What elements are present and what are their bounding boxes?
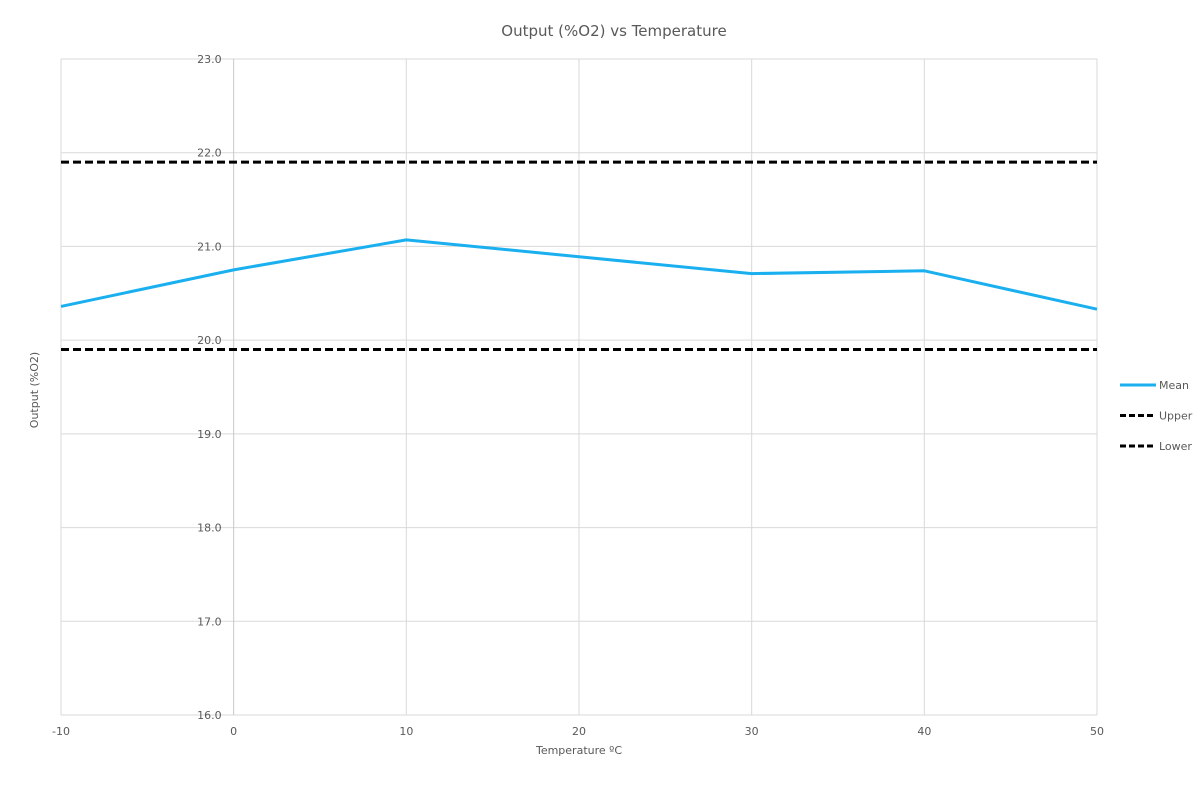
y-tick-labels: 16.0 17.0 18.0 19.0 20.0 21.0 22.0 23.0: [197, 53, 222, 722]
y-tick-label: 23.0: [197, 53, 222, 66]
grid: [60, 58, 1098, 716]
y-tick-label: 22.0: [197, 147, 222, 160]
x-tick-label: 30: [745, 725, 759, 738]
x-tick-label: 20: [572, 725, 586, 738]
x-tick-label: 10: [399, 725, 413, 738]
x-tick-label: 40: [917, 725, 931, 738]
x-axis-label: Temperature ºC: [535, 744, 622, 757]
y-tick-label: 21.0: [197, 240, 222, 253]
y-tick-label: 18.0: [197, 522, 222, 535]
legend-label-mean: Mean: [1159, 379, 1189, 392]
y-tick-label: 16.0: [197, 709, 222, 722]
chart-title: Output (%O2) vs Temperature: [501, 22, 726, 40]
x-tick-label: 50: [1090, 725, 1104, 738]
x-tick-label: -10: [52, 725, 70, 738]
legend-label-lower: Lower: [1159, 440, 1192, 453]
x-tick-labels: -10 0 10 20 30 40 50: [52, 725, 1104, 738]
series-lines: [60, 160, 1098, 352]
series-line-mean: [60, 238, 1098, 311]
legend: Mean Upper Lower: [1120, 379, 1193, 453]
y-tick-label: 20.0: [197, 334, 222, 347]
y-tick-label: 19.0: [197, 428, 222, 441]
legend-label-upper: Upper: [1159, 410, 1193, 423]
x-tick-label: 0: [230, 725, 237, 738]
y-axis-label: Output (%O2): [28, 352, 41, 428]
y-tick-label: 17.0: [197, 615, 222, 628]
